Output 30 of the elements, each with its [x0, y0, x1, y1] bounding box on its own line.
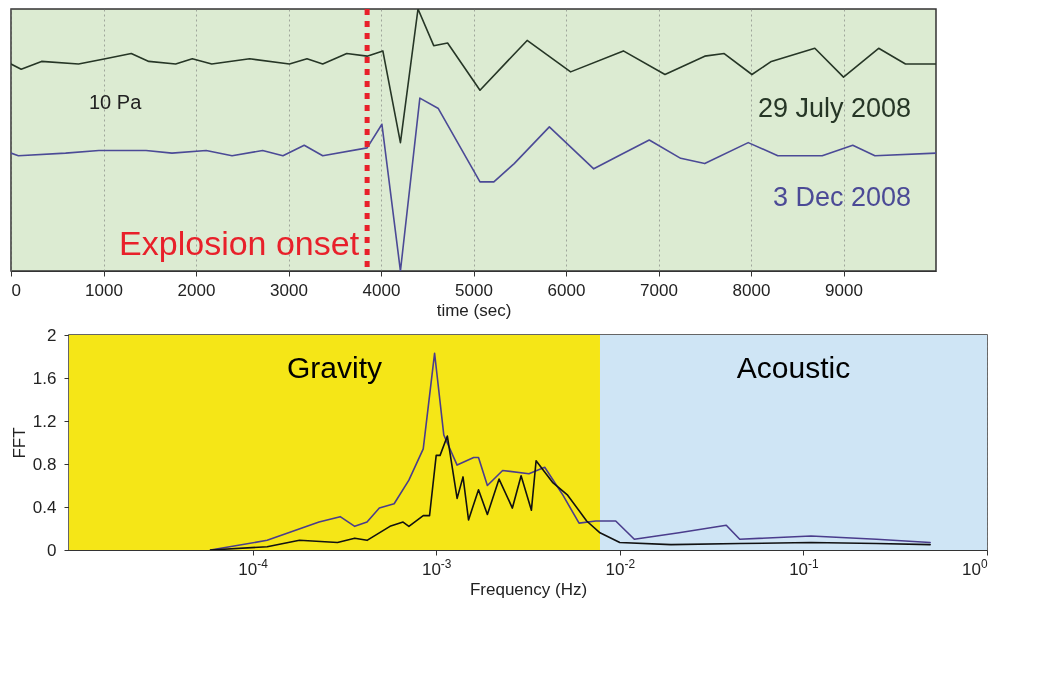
x-tick-label: 0 — [11, 280, 21, 300]
x-tick-label: 4000 — [362, 280, 401, 300]
y-tick-label: 0 — [47, 540, 57, 560]
x-tick-label: 9000 — [825, 280, 863, 300]
series-label: 3 Dec 2008 — [772, 182, 911, 213]
y-tick-label: 0.8 — [32, 454, 57, 474]
x-tick-label: 5000 — [455, 280, 493, 300]
y-tick-label: 2 — [47, 325, 57, 345]
annotation: 10 Pa — [89, 91, 143, 114]
y-tick-label: 1.2 — [32, 411, 57, 431]
ref-line-label: Explosion onset — [119, 224, 360, 262]
x-tick-label: 10$^{-1}$ — [789, 556, 820, 579]
y-axis-title: FFT — [9, 427, 29, 459]
x-tick-label: 10$^{-3}$ — [421, 556, 452, 579]
x-tick-label: 1000 — [85, 280, 123, 300]
x-tick-label: 10$^{0}$ — [961, 556, 988, 579]
series-label: 29 July 2008 — [757, 93, 911, 124]
y-tick-label: 0.4 — [32, 497, 57, 517]
y-tick-label: 1.6 — [32, 368, 57, 388]
x-tick-label: 10$^{-4}$ — [238, 556, 269, 579]
x-axis-title: time (sec) — [436, 300, 512, 320]
x-tick-label: 3000 — [270, 280, 308, 300]
x-axis-title: Frequency (Hz) — [469, 579, 588, 599]
band-label: Acoustic — [736, 351, 851, 385]
x-tick-label: 10$^{-2}$ — [605, 556, 636, 579]
x-tick-label: 6000 — [547, 280, 586, 300]
x-tick-label: 2000 — [177, 280, 216, 300]
x-tick-label: 7000 — [640, 280, 678, 300]
x-tick-label: 8000 — [732, 280, 771, 300]
band-label: Gravity — [286, 351, 382, 385]
